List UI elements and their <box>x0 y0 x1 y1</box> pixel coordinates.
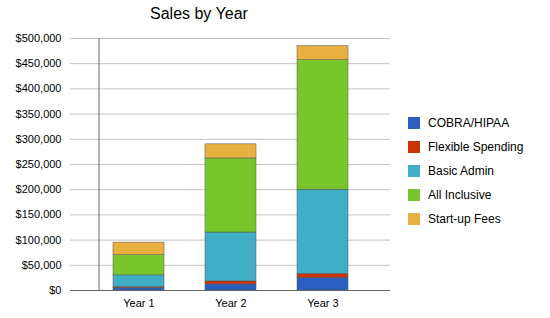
svg-text:$300,000: $300,000 <box>16 133 62 145</box>
svg-text:$0: $0 <box>49 284 61 296</box>
svg-text:$50,000: $50,000 <box>22 259 62 271</box>
svg-text:$400,000: $400,000 <box>16 82 62 94</box>
svg-text:Year 3: Year 3 <box>307 297 338 309</box>
svg-text:Year 1: Year 1 <box>123 297 154 309</box>
html-text:Start-up Fees: Start-up Fees <box>428 212 501 226</box>
svg-text:Year 2: Year 2 <box>215 297 246 309</box>
svg-text:$450,000: $450,000 <box>16 57 62 69</box>
svg-text:$500,000: $500,000 <box>16 32 62 44</box>
html-text:All Inclusive: All Inclusive <box>428 188 492 202</box>
html-text:COBRA/HIPAA: COBRA/HIPAA <box>428 116 510 130</box>
svg-text:$250,000: $250,000 <box>16 158 62 170</box>
svg-text:$100,000: $100,000 <box>16 234 62 246</box>
html-text:Sales by Year: Sales by Year <box>150 5 248 22</box>
svg-text:$200,000: $200,000 <box>16 183 62 195</box>
svg-text:$150,000: $150,000 <box>16 208 62 220</box>
svg-text:$350,000: $350,000 <box>16 108 62 120</box>
html-text:Basic Admin: Basic Admin <box>428 164 494 178</box>
html-text:Flexible Spending: Flexible Spending <box>428 140 524 154</box>
